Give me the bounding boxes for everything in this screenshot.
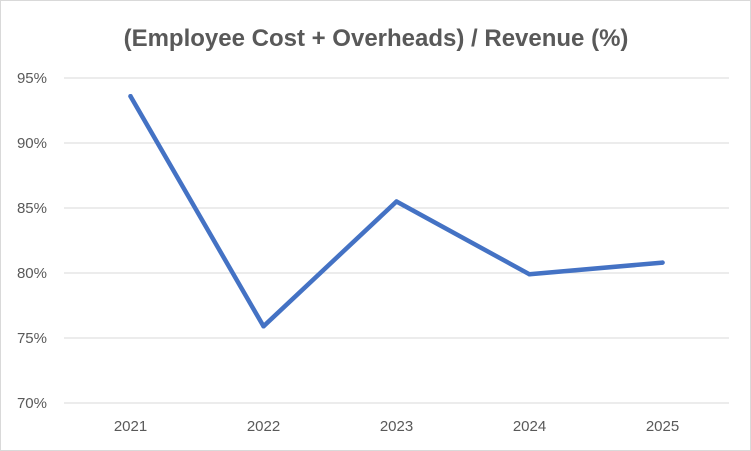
series-line-0 xyxy=(128,93,665,329)
data-point-2023 xyxy=(394,199,399,204)
x-tick-label: 2023 xyxy=(380,418,413,435)
x-tick-label: 2022 xyxy=(247,418,280,435)
data-point-2021 xyxy=(128,94,133,99)
data-point-2024 xyxy=(527,272,532,277)
y-tick-label: 75% xyxy=(17,330,47,347)
series-group xyxy=(128,93,665,329)
y-tick-label: 90% xyxy=(17,135,47,152)
data-point-2022 xyxy=(261,324,266,329)
y-tick-label: 70% xyxy=(17,395,47,412)
chart-title: (Employee Cost + Overheads) / Revenue (%… xyxy=(124,25,629,52)
y-tick-label: 95% xyxy=(17,70,47,87)
x-tick-label: 2024 xyxy=(513,418,546,435)
gridlines xyxy=(64,77,729,404)
y-tick-label: 85% xyxy=(17,200,47,217)
y-tick-label: 80% xyxy=(17,265,47,282)
y-axis-tick-labels: 70% 75% 80% 85% 90% 95% xyxy=(17,70,47,412)
x-tick-label: 2025 xyxy=(646,418,679,435)
x-axis-tick-labels: 2021 2022 2023 2024 2025 xyxy=(114,418,679,435)
data-point-2025 xyxy=(660,260,665,265)
x-tick-label: 2021 xyxy=(114,418,147,435)
